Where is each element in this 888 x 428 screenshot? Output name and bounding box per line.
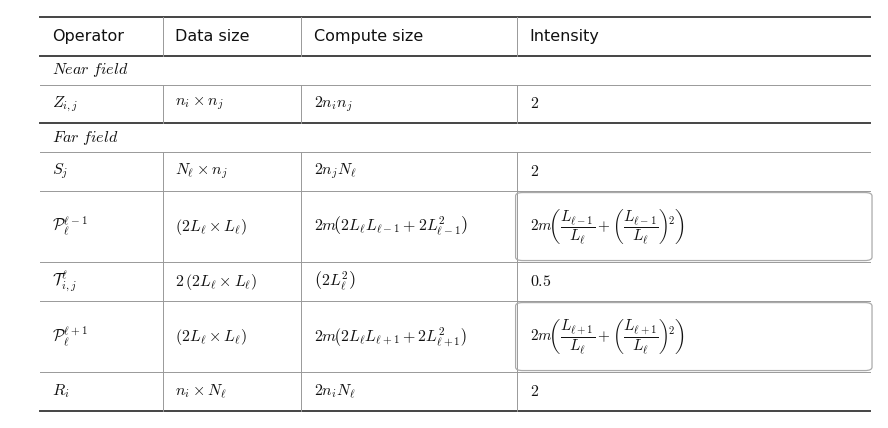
Text: $2\,(2L_\ell \times L_\ell)$: $2\,(2L_\ell \times L_\ell)$	[175, 271, 258, 291]
Text: $\mathit{Far\ field}$: $\mathit{Far\ field}$	[52, 129, 119, 147]
Text: $2n_i n_j$: $2n_i n_j$	[314, 94, 353, 114]
Text: $(2L_\ell \times L_\ell)$: $(2L_\ell \times L_\ell)$	[175, 327, 247, 347]
Text: $\mathcal{P}_\ell^{\ell+1}$: $\mathcal{P}_\ell^{\ell+1}$	[52, 324, 88, 348]
Text: $\mathit{Near\ field}$: $\mathit{Near\ field}$	[52, 61, 129, 79]
Text: $S_j$: $S_j$	[52, 162, 68, 181]
Text: $Z_{i,j}$: $Z_{i,j}$	[52, 94, 79, 113]
Text: $2m\!\left(2L_\ell L_{\ell+1} + 2L_{\ell+1}^2\right)$: $2m\!\left(2L_\ell L_{\ell+1} + 2L_{\ell…	[314, 324, 467, 348]
Text: Operator: Operator	[52, 29, 124, 44]
Text: $2m\!\left(\dfrac{L_{\ell-1}}{L_\ell} + \left(\dfrac{L_{\ell-1}}{L_\ell}\right)^: $2m\!\left(\dfrac{L_{\ell-1}}{L_\ell} + …	[530, 207, 685, 246]
Text: $R_i$: $R_i$	[52, 383, 70, 401]
Text: $(2L_\ell \times L_\ell)$: $(2L_\ell \times L_\ell)$	[175, 217, 247, 237]
Text: $\left(2L_\ell^2\right)$: $\left(2L_\ell^2\right)$	[314, 270, 356, 293]
Text: Intensity: Intensity	[530, 29, 599, 44]
Text: $\mathcal{P}_\ell^{\ell-1}$: $\mathcal{P}_\ell^{\ell-1}$	[52, 215, 88, 238]
Text: $2n_j N_\ell$: $2n_j N_\ell$	[314, 162, 356, 181]
Text: Compute size: Compute size	[314, 29, 424, 44]
Text: Data size: Data size	[175, 29, 250, 44]
Text: $n_i \times n_j$: $n_i \times n_j$	[175, 96, 224, 112]
Text: $2n_i N_\ell$: $2n_i N_\ell$	[314, 382, 355, 401]
Text: $n_i \times N_\ell$: $n_i \times N_\ell$	[175, 382, 227, 401]
Text: $2m\!\left(2L_\ell L_{\ell-1} + 2L_{\ell-1}^2\right)$: $2m\!\left(2L_\ell L_{\ell-1} + 2L_{\ell…	[314, 215, 468, 238]
Text: $\mathcal{T}_{i,j}^{\ell}$: $\mathcal{T}_{i,j}^{\ell}$	[52, 270, 77, 293]
Text: $2$: $2$	[530, 96, 539, 111]
Text: $2$: $2$	[530, 164, 539, 179]
Text: $2$: $2$	[530, 384, 539, 399]
Text: $0.5$: $0.5$	[530, 274, 551, 289]
Text: $2m\!\left(\dfrac{L_{\ell+1}}{L_\ell} + \left(\dfrac{L_{\ell+1}}{L_\ell}\right)^: $2m\!\left(\dfrac{L_{\ell+1}}{L_\ell} + …	[530, 317, 685, 356]
Text: $N_\ell \times n_j$: $N_\ell \times n_j$	[175, 162, 228, 181]
